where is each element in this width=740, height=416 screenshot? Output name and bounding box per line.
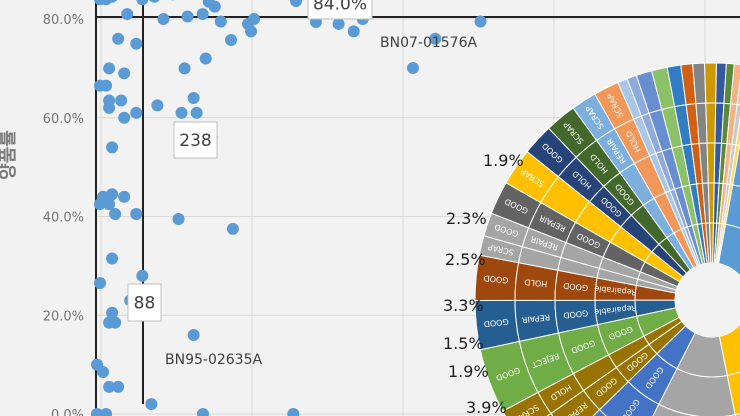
y-tick-label: 20.0% bbox=[43, 309, 84, 324]
sunburst-percent-label: 1.9% bbox=[483, 151, 524, 170]
sunburst-segment bbox=[704, 62, 717, 104]
scatter-point bbox=[190, 106, 203, 119]
callout-84pct-text: 84.0% bbox=[313, 0, 367, 15]
scatter-point bbox=[347, 25, 360, 38]
scatter-point bbox=[175, 106, 188, 119]
sunburst-percent-labels: 1.9% 2.3% 2.5% 3.3% 1.5% 1.9% 3.9% bbox=[443, 151, 524, 416]
scatter-point bbox=[178, 62, 191, 75]
scatter-point bbox=[332, 17, 345, 30]
scatter-point bbox=[290, 0, 302, 7]
scatter-point bbox=[94, 198, 107, 211]
scatter-point bbox=[91, 408, 103, 416]
annotation-bn95-02635a: BN95-02635A bbox=[165, 352, 262, 368]
scatter-point bbox=[136, 269, 149, 282]
y-axis-label: 양품률 bbox=[0, 130, 19, 180]
scatter-point bbox=[199, 52, 212, 65]
scatter-point bbox=[103, 198, 116, 211]
callout-238-text: 238 bbox=[179, 131, 211, 151]
annotations: 84.0% 238 88 BN07-01576A BN95-02635A bbox=[127, 0, 477, 368]
sunburst-segment-label: REPAIR bbox=[521, 312, 551, 324]
sunburst-segment bbox=[706, 142, 716, 184]
sunburst-percent-label: 2.3% bbox=[446, 209, 487, 228]
scatter-point bbox=[94, 277, 107, 290]
scatter-point bbox=[429, 32, 442, 45]
scatter-point bbox=[106, 252, 119, 265]
y-tick-label: 40.0% bbox=[43, 211, 84, 226]
scatter-point bbox=[172, 212, 185, 225]
scatter-point bbox=[103, 101, 116, 114]
sunburst-percent-label: 2.5% bbox=[445, 250, 486, 269]
scatter-point bbox=[157, 13, 170, 25]
scatter-point bbox=[226, 222, 239, 235]
scatter-point bbox=[130, 37, 143, 50]
callout-88-text: 88 bbox=[134, 294, 156, 314]
sunburst-segment-label: Repairable bbox=[594, 284, 637, 297]
sunburst-segment bbox=[725, 184, 740, 229]
sunburst-segment-label: GOOD bbox=[563, 308, 589, 320]
scatter-point bbox=[145, 398, 158, 411]
sunburst-percent-label: 3.3% bbox=[443, 296, 484, 315]
scatter-point bbox=[121, 8, 134, 21]
sunburst-percent-label: 1.5% bbox=[443, 334, 484, 353]
scatter-point bbox=[103, 380, 116, 393]
scatter-point bbox=[97, 366, 110, 379]
scatter-point bbox=[474, 15, 487, 28]
y-tick-label: 60.0% bbox=[43, 112, 84, 127]
scatter-point bbox=[214, 15, 227, 28]
annotation-bn07-01576a: BN07-01576A bbox=[380, 35, 477, 51]
sunburst-segment bbox=[705, 102, 717, 144]
sunburst-segment-label: GOOD bbox=[563, 281, 589, 292]
scatter-point bbox=[112, 32, 125, 45]
sunburst-percent-label: 3.9% bbox=[466, 398, 507, 416]
scatter-point bbox=[136, 0, 149, 6]
scatter-point bbox=[118, 111, 131, 124]
scatter-point bbox=[100, 408, 113, 416]
scatter-point bbox=[149, 0, 160, 3]
y-tick-label: 0.0% bbox=[51, 408, 84, 416]
sunburst-segment-label: GOOD bbox=[483, 273, 509, 284]
scatter-point bbox=[151, 99, 164, 112]
sunburst-segment bbox=[592, 408, 607, 416]
scatter-points bbox=[91, 0, 487, 416]
sunburst-segment bbox=[732, 144, 740, 187]
scatter-point bbox=[100, 79, 113, 92]
scatter-point bbox=[197, 408, 209, 416]
y-axis-ticks: 0.0% 20.0% 40.0% 60.0% 80.0% bbox=[43, 13, 84, 416]
scatter-point bbox=[109, 316, 122, 329]
scatter-point bbox=[242, 18, 254, 30]
scatter-point bbox=[287, 408, 300, 416]
sunburst-segment-label: GOOD bbox=[483, 317, 509, 329]
y-tick-label: 80.0% bbox=[43, 13, 84, 28]
scatter-point bbox=[187, 329, 200, 341]
scatter-point bbox=[208, 0, 221, 13]
sunburst-segment-label: HOLD bbox=[524, 277, 548, 288]
callout-84pct-box bbox=[307, 0, 373, 20]
sunburst-center-hole bbox=[675, 263, 740, 337]
scatter-point bbox=[181, 10, 194, 23]
scatter-point bbox=[103, 62, 116, 75]
callout-88-box bbox=[127, 283, 162, 322]
sunburst-segment bbox=[652, 403, 736, 416]
callout-238-box bbox=[173, 121, 218, 159]
scatter-point bbox=[106, 141, 119, 154]
scatter-point bbox=[112, 380, 125, 393]
scatter-point bbox=[106, 306, 119, 319]
scatter-point bbox=[118, 190, 131, 203]
scatter-point bbox=[115, 94, 128, 107]
scatter-point bbox=[187, 92, 200, 104]
scatter-point bbox=[130, 106, 143, 119]
scatter-point bbox=[196, 8, 209, 21]
scatter-point bbox=[407, 62, 419, 74]
scatter-point bbox=[109, 208, 122, 221]
sunburst-chart: GOODREPAIRGOODGOODSCRAPREPAIRGOODGOODSCR… bbox=[474, 62, 740, 416]
scatter-point bbox=[106, 188, 119, 201]
sunburst-percent-label: 1.9% bbox=[448, 362, 489, 381]
scatter-point bbox=[107, 0, 118, 3]
sunburst-segment bbox=[717, 223, 740, 325]
scatter-point bbox=[225, 34, 237, 46]
scatter-point bbox=[130, 208, 143, 221]
scatter-point bbox=[118, 67, 131, 80]
